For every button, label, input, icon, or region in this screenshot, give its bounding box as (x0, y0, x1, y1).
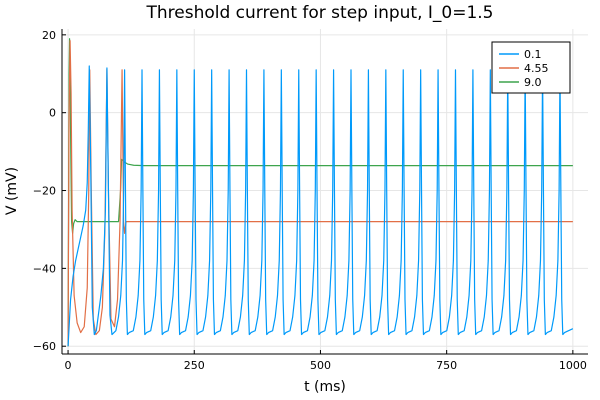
x-tick-label: 500 (310, 359, 331, 372)
chart-title: Threshold current for step input, I_0=1.… (145, 3, 493, 23)
x-tick-label: 1000 (559, 359, 587, 372)
x-tick-label: 750 (436, 359, 457, 372)
y-ticks: −60 −40 −20 0 20 (33, 29, 66, 353)
series-line-4-55 (67, 40, 573, 347)
x-axis-label: t (ms) (304, 379, 346, 395)
y-tick-label: 0 (49, 107, 56, 120)
legend-label: 9.0 (524, 76, 542, 89)
legend-label: 4.55 (524, 62, 549, 75)
legend-box (491, 41, 571, 94)
y-tick-label: −20 (33, 185, 56, 198)
x-tick-label: 0 (65, 359, 72, 372)
plot-lines (67, 38, 574, 347)
y-tick-label: −40 (33, 262, 56, 275)
y-tick-label: 20 (42, 29, 56, 42)
grid (62, 29, 588, 354)
x-tick-label: 250 (184, 359, 205, 372)
x-ticks: 0 250 500 750 1000 (65, 350, 587, 372)
series-line-0-1 (67, 65, 574, 347)
y-tick-label: −60 (33, 340, 56, 353)
legend-label: 0.1 (524, 48, 542, 61)
series-line-9-0 (67, 38, 573, 347)
legend: 0.14.559.0 (491, 41, 571, 94)
y-axis-label: V (mV) (4, 167, 20, 215)
